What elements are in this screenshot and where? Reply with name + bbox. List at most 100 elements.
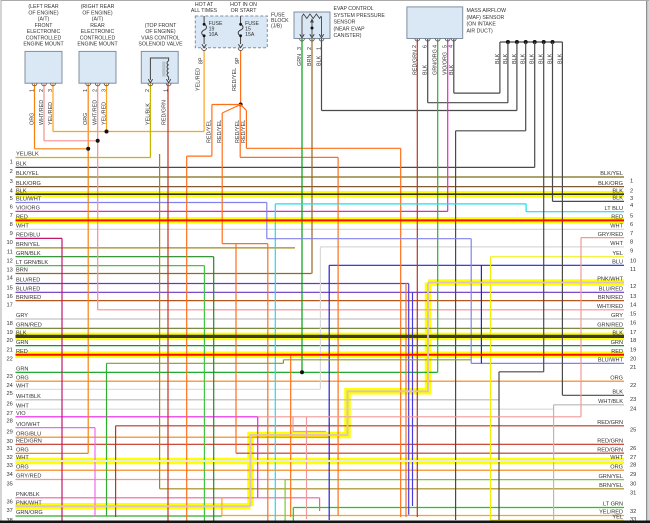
svg-text:(J/B): (J/B): [271, 24, 282, 30]
svg-text:25: 25: [630, 428, 636, 434]
svg-text:ELECTRONIC: ELECTRONIC: [27, 29, 61, 35]
svg-text:YEL: YEL: [612, 514, 623, 520]
svg-text:BLK: BLK: [16, 162, 27, 168]
svg-text:4: 4: [449, 45, 455, 48]
svg-text:2: 2: [630, 188, 633, 194]
svg-text:24: 24: [630, 407, 636, 413]
svg-text:(RIGHT REAR: (RIGHT REAR: [81, 4, 115, 10]
svg-text:18: 18: [6, 321, 12, 327]
svg-text:GRN/BLK: GRN/BLK: [16, 251, 41, 257]
svg-text:SOLENOID VALVE: SOLENOID VALVE: [138, 42, 183, 48]
svg-text:BLK: BLK: [503, 53, 509, 64]
svg-text:3: 3: [10, 179, 13, 185]
svg-text:BLU/RED: BLU/RED: [599, 287, 623, 293]
svg-text:RED/YEL: RED/YEL: [207, 120, 213, 143]
svg-text:37: 37: [6, 508, 12, 514]
svg-text:RED/YEL: RED/YEL: [217, 120, 223, 143]
svg-text:3: 3: [630, 196, 633, 202]
svg-text:LT GRN: LT GRN: [603, 502, 623, 508]
svg-text:14: 14: [6, 275, 12, 281]
svg-text:VIO/WHT: VIO/WHT: [16, 422, 41, 428]
svg-text:GRY/RED: GRY/RED: [16, 474, 41, 480]
svg-text:19: 19: [209, 27, 215, 33]
svg-text:28: 28: [630, 463, 636, 469]
svg-text:RED/GRN: RED/GRN: [412, 50, 418, 75]
svg-text:23: 23: [6, 374, 12, 380]
svg-text:3: 3: [48, 89, 54, 92]
svg-text:BLK: BLK: [548, 53, 554, 64]
svg-text:RED: RED: [16, 215, 28, 221]
svg-text:VIAS CONTROL: VIAS CONTROL: [141, 35, 180, 41]
svg-text:1: 1: [316, 47, 322, 50]
svg-text:WHT: WHT: [610, 455, 623, 461]
svg-text:GRN: GRN: [16, 367, 28, 373]
svg-text:WHT/BLK: WHT/BLK: [598, 399, 623, 405]
svg-text:GRY/RED: GRY/RED: [598, 232, 623, 238]
svg-text:1: 1: [83, 89, 89, 92]
svg-text:4: 4: [630, 203, 633, 209]
svg-text:(MAF) SENSOR: (MAF) SENSOR: [467, 15, 505, 21]
svg-text:BLU/RED: BLU/RED: [16, 287, 40, 293]
svg-text:6: 6: [630, 222, 633, 228]
svg-text:VIO: VIO: [16, 411, 26, 417]
svg-text:GRY: GRY: [611, 313, 623, 319]
svg-text:BLOCK: BLOCK: [271, 18, 289, 24]
svg-text:33: 33: [630, 517, 636, 523]
svg-text:(TOP FRONT: (TOP FRONT: [145, 23, 177, 29]
svg-text:4: 4: [10, 188, 13, 194]
svg-text:GRN: GRN: [16, 340, 28, 346]
svg-text:BLK: BLK: [16, 188, 27, 194]
svg-text:WHT/RED: WHT/RED: [597, 304, 623, 310]
svg-text:13: 13: [6, 267, 12, 273]
svg-text:4: 4: [433, 45, 439, 48]
svg-text:BRN/YEL: BRN/YEL: [599, 483, 623, 489]
svg-text:BLK: BLK: [16, 331, 27, 337]
svg-text:YEL/RED: YEL/RED: [102, 102, 108, 125]
svg-text:ORG/BLU: ORG/BLU: [16, 431, 41, 437]
svg-text:(NEAR EVAP: (NEAR EVAP: [334, 26, 366, 32]
svg-text:WHT: WHT: [610, 224, 623, 230]
svg-text:29: 29: [6, 429, 12, 435]
svg-text:5: 5: [443, 45, 449, 48]
svg-text:BLK: BLK: [530, 53, 536, 64]
svg-text:11: 11: [630, 267, 636, 273]
svg-text:RED/GRN: RED/GRN: [597, 439, 623, 445]
svg-text:RED/BLU: RED/BLU: [16, 233, 40, 239]
svg-text:8: 8: [630, 239, 633, 245]
svg-text:14: 14: [630, 302, 636, 308]
svg-text:PNK/WHT: PNK/WHT: [16, 501, 42, 507]
svg-text:BLK: BLK: [317, 55, 323, 66]
svg-text:CANISTER): CANISTER): [334, 33, 362, 39]
svg-text:13: 13: [630, 294, 636, 300]
svg-text:BLK: BLK: [449, 64, 455, 75]
svg-text:BRN/RED: BRN/RED: [598, 295, 623, 301]
svg-text:BLK: BLK: [512, 53, 518, 64]
svg-text:2: 2: [93, 89, 99, 92]
svg-text:1: 1: [630, 179, 633, 185]
svg-text:BLK: BLK: [612, 196, 623, 202]
svg-text:10A: 10A: [209, 32, 219, 38]
svg-text:OF ENGINE): OF ENGINE): [145, 29, 176, 35]
svg-text:YEL: YEL: [612, 251, 623, 257]
svg-text:ORG: ORG: [30, 113, 36, 125]
svg-text:ORG: ORG: [610, 464, 623, 470]
svg-text:WHT: WHT: [16, 455, 29, 461]
svg-text:CONTROLLED: CONTROLLED: [80, 35, 116, 41]
svg-text:36: 36: [6, 500, 12, 506]
svg-text:RED/YEL: RED/YEL: [235, 120, 241, 143]
svg-text:24: 24: [6, 383, 12, 389]
svg-text:BLK/ORG: BLK/ORG: [598, 181, 623, 187]
svg-text:21: 21: [630, 365, 636, 371]
svg-text:BLK: BLK: [557, 53, 563, 64]
svg-text:WHT: WHT: [610, 241, 623, 247]
svg-text:PNK/WHT: PNK/WHT: [597, 277, 623, 283]
svg-text:15: 15: [630, 312, 636, 318]
svg-text:WHT/RED: WHT/RED: [93, 100, 99, 125]
svg-text:19: 19: [6, 330, 12, 336]
svg-text:BLU: BLU: [612, 260, 623, 266]
svg-text:RED: RED: [611, 215, 623, 221]
svg-text:OR START: OR START: [231, 8, 258, 14]
svg-text:YEL/RED: YEL/RED: [195, 68, 201, 91]
svg-text:25: 25: [6, 391, 12, 397]
svg-text:7: 7: [10, 213, 13, 219]
